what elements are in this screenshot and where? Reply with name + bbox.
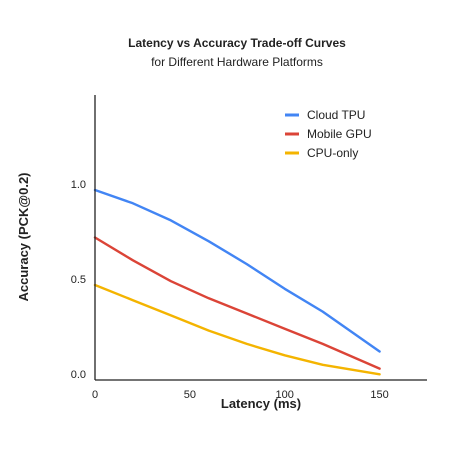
legend-label: CPU-only (307, 146, 358, 160)
chart-title: Latency vs Accuracy Trade-off Curves (128, 36, 346, 50)
y-tick-label: 1.0 (71, 179, 86, 191)
series-line-mobile-gpu (93, 236, 381, 370)
y-tick-label: 0.5 (71, 274, 86, 286)
x-tick-labels: 0 50 100 150 (92, 389, 389, 401)
chart-subtitle: for Different Hardware Platforms (151, 55, 323, 69)
x-axis-label: Latency (ms) (221, 396, 301, 411)
x-tick-label: 0 (92, 389, 98, 401)
y-axis-label: Accuracy (PCK@0.2) (16, 172, 31, 301)
legend: Cloud TPU Mobile GPU CPU-only (285, 108, 372, 160)
x-tick-label: 150 (370, 389, 388, 401)
legend-label: Mobile GPU (307, 127, 372, 141)
legend-label: Cloud TPU (307, 108, 365, 122)
y-tick-labels: 0.0 0.5 1.0 (71, 179, 86, 381)
plot-area (93, 188, 381, 376)
y-tick-label: 0.0 (71, 369, 86, 381)
x-tick-label: 100 (276, 389, 294, 401)
x-tick-label: 50 (184, 389, 196, 401)
series-line-cpu-only (93, 283, 381, 376)
series-line-cloud-tpu (93, 188, 381, 353)
